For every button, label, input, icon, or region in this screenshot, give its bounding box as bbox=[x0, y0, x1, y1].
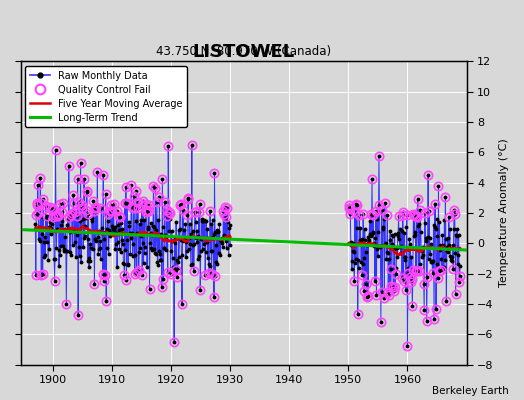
Title: LISTOWEL: LISTOWEL bbox=[192, 43, 294, 61]
Y-axis label: Temperature Anomaly (°C): Temperature Anomaly (°C) bbox=[499, 138, 509, 287]
Legend: Raw Monthly Data, Quality Control Fail, Five Year Moving Average, Long-Term Tren: Raw Monthly Data, Quality Control Fail, … bbox=[26, 66, 187, 128]
Text: 43.750 N, 80.970 W (Canada): 43.750 N, 80.970 W (Canada) bbox=[156, 45, 331, 58]
Text: Berkeley Earth: Berkeley Earth bbox=[432, 386, 508, 396]
